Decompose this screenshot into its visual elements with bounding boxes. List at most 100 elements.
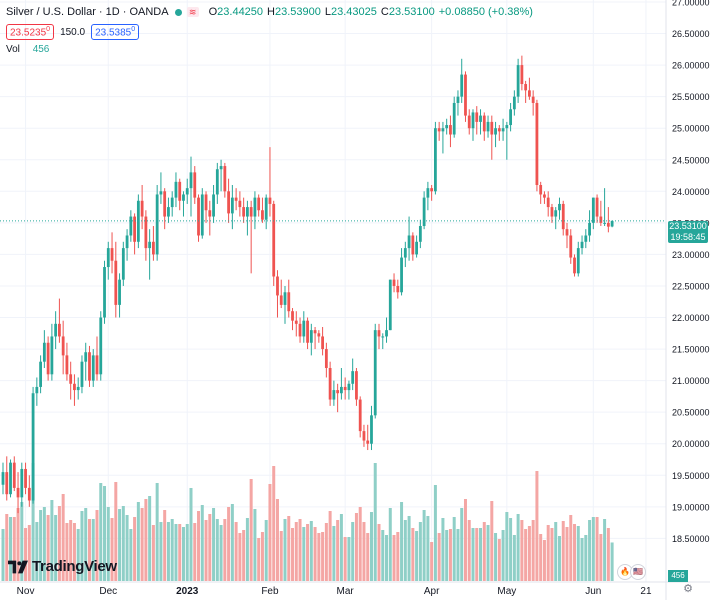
candle-body (114, 260, 118, 305)
volume-bar (445, 530, 449, 581)
candle (46, 336, 50, 381)
candle (415, 235, 418, 258)
candle (366, 424, 370, 451)
volume-bar (193, 523, 197, 581)
price-tick-label: 25.00000 (672, 124, 710, 134)
candle (324, 342, 328, 378)
candle-body (490, 121, 494, 135)
candle-body (317, 333, 321, 337)
candle-body (418, 226, 422, 242)
candle-body (580, 241, 584, 249)
candle-body (479, 115, 482, 122)
candle-body (550, 207, 554, 217)
price-tick-label: 26.50000 (672, 29, 710, 39)
candle-body (392, 279, 396, 286)
time-axis[interactable]: Nov Dec 2023 Feb Mar Apr May Jun 21 (0, 581, 710, 597)
candle-body (170, 197, 174, 208)
volume-bar (441, 518, 445, 581)
candle-body (603, 222, 606, 224)
volume-bar (362, 522, 366, 581)
candle (215, 162, 219, 204)
volume-bar (422, 510, 426, 581)
candle-body (520, 65, 524, 85)
candle-body (437, 128, 441, 132)
tradingview-logo-icon (8, 560, 28, 573)
symbol-title[interactable]: Silver / U.S. Dollar · 1D · OANDA (6, 6, 169, 18)
volume-bar (430, 542, 434, 581)
volume-bar (302, 527, 306, 581)
event-us-flag-icon[interactable]: 🇺🇸 (630, 564, 646, 580)
candle (73, 374, 76, 406)
candle (358, 396, 362, 438)
candle-body (426, 188, 430, 198)
candle (313, 326, 317, 350)
candle-body (230, 197, 234, 214)
volume-bar (283, 519, 287, 581)
volume-bar (197, 511, 201, 581)
volume-bar (272, 466, 276, 581)
ohlc-open-value: 23.44250 (217, 6, 264, 18)
candle (212, 185, 215, 223)
candle (351, 358, 355, 391)
tradingview-logo[interactable]: TradingView (8, 558, 117, 575)
chart-settings-icon[interactable]: ⚙ (683, 583, 693, 595)
buy-button[interactable]: 23.53850 (91, 24, 140, 41)
candle (321, 326, 324, 356)
candle (152, 226, 155, 261)
volume-bar (268, 484, 272, 581)
time-tick-label: Dec (99, 586, 117, 597)
candle-body (242, 207, 246, 217)
volume-bar (106, 507, 110, 581)
candle-body (125, 235, 129, 249)
candle-body (528, 90, 531, 97)
candle (5, 456, 9, 501)
volume-bar (433, 485, 437, 581)
candle-body (321, 336, 324, 350)
bid-price-sup: 0 (46, 26, 51, 33)
candle (524, 80, 528, 103)
candle (430, 185, 434, 201)
volume-legend[interactable]: Vol 456 (6, 44, 49, 55)
volume-bar (42, 507, 46, 581)
candle (103, 260, 106, 324)
volume-bar (426, 516, 430, 581)
candle (528, 77, 531, 100)
candle-body (501, 128, 505, 132)
candle-body (516, 65, 520, 97)
volume-bar (550, 528, 554, 581)
price-axis[interactable]: 27.00000 26.50000 26.00000 25.50000 25.00000… (665, 0, 710, 600)
volume-bar (279, 531, 283, 581)
candle-body (328, 368, 332, 400)
candle-body (415, 241, 418, 255)
volume-bar (369, 512, 373, 581)
market-status-dot-icon (174, 8, 182, 16)
volume-bar (136, 502, 140, 581)
volume-bar (212, 508, 216, 581)
events-icons[interactable]: 🔥 🇺🇸 (617, 564, 646, 580)
candle (449, 115, 452, 148)
volume-bar (343, 537, 347, 581)
candle-body (185, 188, 189, 195)
candle (512, 90, 516, 116)
candle-body (159, 191, 163, 195)
candle-body (366, 440, 370, 444)
candle-body (39, 361, 42, 387)
candle (246, 200, 249, 236)
candle (170, 191, 174, 217)
candle (317, 330, 321, 343)
volume-bar (61, 494, 65, 581)
candle-body (460, 74, 464, 97)
candle (58, 298, 61, 343)
volume-bar (306, 524, 310, 581)
price-tick-label: 20.50000 (672, 408, 710, 418)
candlesticks (1, 55, 614, 514)
candle-body (606, 222, 610, 227)
candle-body (347, 383, 351, 391)
hide-eye-icon[interactable]: ≋ (186, 7, 199, 17)
candle (69, 361, 73, 400)
volume-bar (554, 522, 558, 581)
candle (460, 58, 464, 103)
sell-button[interactable]: 23.52350 (6, 24, 55, 41)
volume-bar (200, 505, 204, 581)
